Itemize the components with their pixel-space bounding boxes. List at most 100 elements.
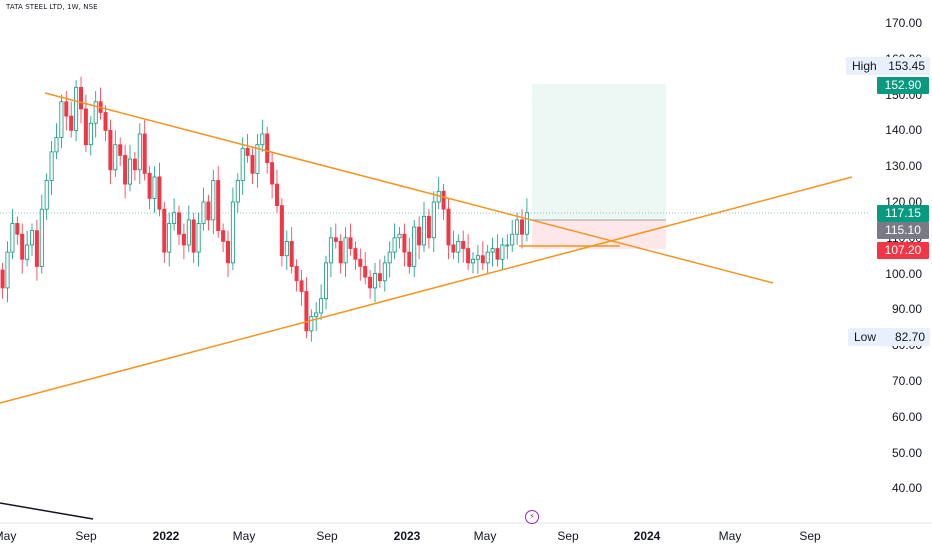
lower-trendline[interactable] [0,176,853,404]
bearish-candle [363,266,368,278]
bullish-candle [515,219,520,235]
bearish-candle [368,276,373,289]
high-marker: High 153.45 [846,57,930,75]
bearish-candle [265,133,270,164]
price-tick-label: 170.00 [885,16,922,30]
bullish-candle [510,233,515,246]
bullish-candle [328,237,333,264]
month-tick-label: May [718,529,742,543]
entry-price-tag: 115.10 [877,222,929,239]
bearish-candle [225,240,230,264]
bearish-candle [162,208,167,253]
month-tick-label: May [473,529,497,543]
year-tick-label: 2023 [393,529,421,543]
bullish-candle [29,230,34,246]
price-tick-label: 50.00 [891,445,922,460]
bearish-candle [466,248,471,264]
bullish-candle [235,180,240,203]
bearish-candle [216,180,221,232]
bullish-candle [230,201,235,264]
bullish-candle [309,316,314,332]
bullish-candle [49,151,54,181]
bearish-candle [495,248,500,260]
bullish-candle [284,240,289,257]
price-tick-label: 70.00 [891,374,922,388]
bearish-candle [333,237,338,242]
bullish-candle [167,223,172,253]
bearish-candle [294,266,299,282]
price-tick-label: 100.00 [885,266,922,281]
bearish-candle [176,212,181,235]
bearish-candle [451,244,456,253]
bullish-candle [475,255,480,260]
symbol-title: TATA STEEL LTD, 1W, NSE [6,3,98,11]
bullish-candle [505,244,510,247]
bearish-candle [123,155,128,185]
bearish-candle [142,133,147,174]
bullish-candle [5,251,10,289]
bearish-candle [191,219,196,253]
bearish-candle [157,176,162,210]
bullish-candle [74,87,79,131]
low-label: Low [854,330,877,344]
high-value: 153.45 [888,59,925,73]
bearish-candle [353,248,358,260]
bullish-candle [211,180,216,221]
bearish-candle [64,101,69,117]
price-tick-label: 90.00 [891,302,922,317]
bearish-candle [441,190,446,210]
bearish-candle [108,129,113,171]
bullish-candle [500,244,505,260]
bullish-candle [59,101,64,138]
bullish-candle [25,244,30,260]
bullish-candle [127,158,132,185]
bullish-candle [255,144,260,174]
low-marker: Low 82.70 [848,328,930,346]
upper-trendline[interactable] [44,92,774,284]
bullish-candle [54,137,59,153]
bearish-candle [358,258,363,267]
low-value: 82.70 [894,330,925,344]
bearish-candle [299,280,304,292]
bearish-candle [118,144,123,156]
price-tick-label: 140.00 [885,123,922,138]
bullish-candle [186,219,191,246]
bearish-candle [304,291,309,332]
bullish-candle [456,240,461,253]
candles [0,76,529,342]
bearish-candle [34,230,39,267]
bearish-candle [69,115,74,131]
bullish-candle [240,147,245,181]
bearish-candle [289,240,294,267]
bearish-candle [480,255,485,264]
high-label: High [852,59,877,73]
bearish-candle [181,233,186,246]
month-tick-label: Sep [316,529,338,543]
bearish-candle [0,269,5,289]
bullish-candle [172,212,177,224]
month-tick-label: Sep [557,529,579,543]
bearish-candle [147,172,152,199]
bearish-candle [348,237,353,249]
bullish-candle [113,144,118,171]
long-position-profit-zone[interactable] [532,84,666,220]
bullish-candle [10,223,15,253]
bullish-candle [319,298,324,314]
bearish-candle [206,201,211,221]
lightning-event-icon[interactable]: ⚡ [525,510,539,524]
bullish-candle [343,237,348,264]
bearish-candle [20,233,25,260]
bullish-candle [372,273,377,289]
month-tick-label: Sep [75,529,97,543]
bearish-candle [103,112,108,131]
bullish-candle [323,262,328,300]
black-trendline[interactable] [0,502,94,520]
bullish-candle [470,258,475,264]
bullish-candle [93,101,98,124]
bullish-candle [524,212,529,235]
bearish-candle [83,108,88,146]
price-tick-label: 130.00 [885,159,922,174]
bearish-candle [250,155,255,174]
bullish-candle [431,201,436,239]
